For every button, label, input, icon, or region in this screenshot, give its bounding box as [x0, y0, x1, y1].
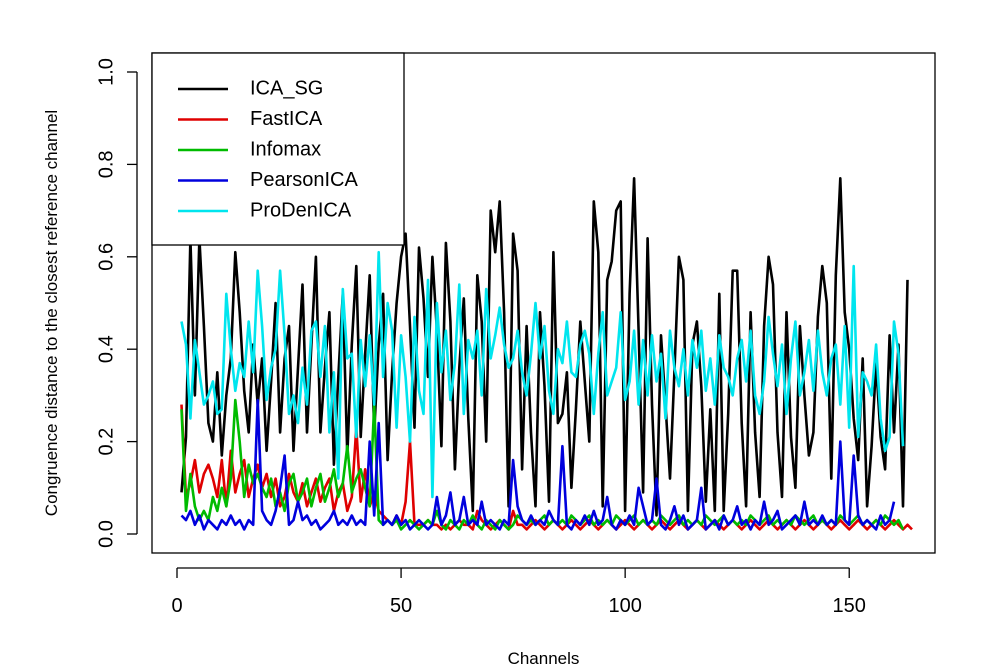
series-line-ica_sg [180, 177, 909, 517]
legend-box [151, 52, 405, 246]
x-axis-label: Channels [508, 649, 580, 668]
legend-label-ica_sg: ICA_SG [250, 77, 323, 99]
series-layer [180, 177, 913, 531]
y-axis: 0.0 0.2 0.4 0.6 0.8 1.0 [95, 58, 138, 548]
series-line-prodenica [180, 250, 905, 499]
plot-frame [151, 52, 936, 554]
y-tick-label: 0.6 [95, 243, 117, 271]
legend-label-infomax: Infomax [250, 138, 321, 160]
y-axis-label: Congruence distance to the closest refer… [42, 110, 61, 516]
x-axis: 0 50 100 150 [171, 567, 866, 617]
legend: ICA_SG FastICA Infomax PearsonICA ProDenICA [151, 52, 405, 246]
x-tick-label: 100 [608, 595, 641, 617]
legend-label-fastica: FastICA [250, 108, 323, 130]
x-tick-label: 150 [833, 595, 866, 617]
y-tick-label: 0.8 [95, 150, 117, 178]
y-tick-label: 0.4 [95, 335, 117, 363]
x-tick-label: 50 [390, 595, 412, 617]
legend-label-prodenica: ProDenICA [250, 199, 352, 221]
y-tick-label: 1.0 [95, 58, 117, 86]
series-line-pearsonica [180, 398, 896, 531]
x-tick-label: 0 [171, 595, 182, 617]
series-line-infomax [180, 398, 905, 531]
legend-label-pearsonica: PearsonICA [250, 169, 358, 191]
y-tick-label: 0.0 [95, 520, 117, 548]
y-tick-label: 0.2 [95, 428, 117, 456]
